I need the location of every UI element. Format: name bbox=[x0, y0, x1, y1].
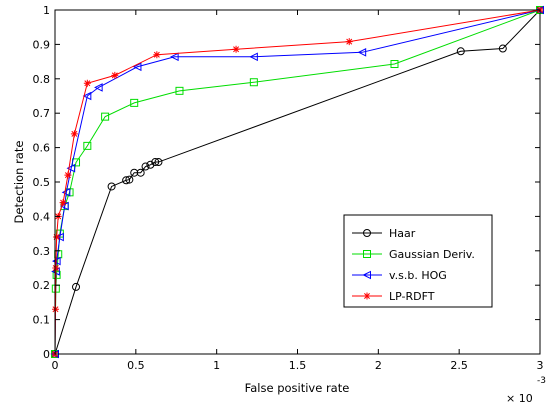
data-point-gaussian-deriv bbox=[83, 141, 92, 150]
legend-entry-v-s-b-hog: v.s.b. HOG bbox=[352, 269, 447, 282]
data-point-haar bbox=[146, 160, 155, 169]
data-point-haar bbox=[456, 47, 465, 56]
data-point-haar bbox=[154, 158, 163, 167]
data-point-gaussian-deriv bbox=[101, 112, 110, 121]
data-point-lp-rdft bbox=[232, 45, 240, 53]
data-point-gaussian-deriv bbox=[249, 78, 258, 87]
data-point-haar bbox=[498, 44, 507, 53]
series-line-v-s-b-hog bbox=[54, 9, 541, 355]
x-tick-label: 0 bbox=[52, 359, 59, 372]
legend-label-haar: Haar bbox=[389, 227, 416, 240]
data-point-v-s-b-hog bbox=[132, 62, 142, 72]
data-point-lp-rdft bbox=[52, 264, 60, 272]
y-tick-label: 0.3 bbox=[33, 245, 51, 258]
legend-entry-haar: Haar bbox=[352, 227, 416, 240]
y-tick-label: 0.5 bbox=[33, 176, 51, 189]
y-tick-label: 0 bbox=[43, 348, 50, 361]
ticks-layer: 0 0.5 1 1.5 2 2.5 3 0 0.1 0.2 0.3 0.4 0.5 0.6 0.7 0.8 0.… bbox=[33, 4, 544, 372]
x-tick-label: 1 bbox=[213, 359, 220, 372]
data-point-lp-rdft bbox=[64, 171, 72, 179]
y-tick-label: 0.6 bbox=[33, 142, 51, 155]
data-point-haar bbox=[151, 158, 160, 167]
data-point-lp-rdft bbox=[83, 79, 91, 87]
legend-marker-gaussian-deriv bbox=[363, 250, 371, 258]
x-multiplier-label: × 10 bbox=[506, 392, 533, 405]
y-tick-label: 0.1 bbox=[33, 314, 51, 327]
legend-marker-haar bbox=[363, 229, 371, 237]
legend-label-gaussian-deriv: Gaussian Deriv. bbox=[389, 248, 475, 261]
x-multiplier-exponent: -3 bbox=[537, 376, 546, 386]
x-tick-label: 2.5 bbox=[450, 359, 468, 372]
y-tick-label: 0.7 bbox=[33, 107, 51, 120]
data-point-v-s-b-hog bbox=[94, 83, 103, 92]
data-point-v-s-b-hog bbox=[357, 48, 367, 57]
data-point-lp-rdft bbox=[53, 233, 61, 241]
legend-entry-gaussian-deriv: Gaussian Deriv. bbox=[352, 248, 475, 261]
data-point-lp-rdft bbox=[70, 130, 78, 138]
data-point-lp-rdft bbox=[59, 199, 67, 207]
y-tick-label: 1 bbox=[43, 4, 50, 17]
legend-label-lp-rdft: LP-RDFT bbox=[389, 290, 435, 303]
data-point-lp-rdft bbox=[153, 51, 161, 59]
data-point-gaussian-deriv bbox=[390, 60, 399, 69]
data-point-gaussian-deriv bbox=[52, 270, 61, 279]
legend-marker-lp-rdft bbox=[363, 292, 371, 300]
data-point-haar bbox=[107, 182, 116, 191]
data-point-haar bbox=[72, 282, 81, 291]
legend-entry-lp-rdft: LP-RDFT bbox=[352, 290, 435, 303]
data-point-haar bbox=[122, 176, 131, 185]
data-point-v-s-b-hog bbox=[55, 232, 64, 242]
data-point-haar bbox=[130, 168, 139, 177]
data-point-haar bbox=[141, 162, 150, 171]
y-axis-label: Detection rate bbox=[12, 141, 26, 224]
data-point-v-s-b-hog bbox=[51, 256, 61, 266]
data-point-v-s-b-hog bbox=[66, 163, 76, 173]
y-tick-label: 0.8 bbox=[33, 73, 51, 86]
data-point-v-s-b-hog bbox=[170, 52, 179, 62]
data-point-v-s-b-hog bbox=[249, 52, 258, 62]
y-tick-label: 0.2 bbox=[33, 279, 51, 292]
x-axis-label: False positive rate bbox=[245, 381, 350, 395]
data-point-lp-rdft bbox=[345, 38, 353, 46]
data-point-haar bbox=[125, 175, 134, 184]
data-point-haar bbox=[136, 168, 145, 177]
legend-label-v-s-b-hog: v.s.b. HOG bbox=[389, 269, 447, 282]
series-layer bbox=[50, 5, 544, 359]
legend-marker-v-s-b-hog bbox=[362, 270, 371, 280]
x-tick-label: 1.5 bbox=[289, 359, 307, 372]
data-point-gaussian-deriv bbox=[175, 86, 184, 95]
x-tick-label: 3 bbox=[537, 359, 544, 372]
data-point-v-s-b-hog bbox=[61, 188, 71, 197]
data-point-v-s-b-hog bbox=[82, 91, 92, 101]
x-tick-label: 0.5 bbox=[127, 359, 145, 372]
x-tick-label: 2 bbox=[375, 359, 382, 372]
y-tick-label: 0.4 bbox=[33, 210, 51, 223]
data-point-lp-rdft bbox=[111, 71, 119, 79]
y-tick-label: 0.9 bbox=[33, 38, 51, 51]
data-point-gaussian-deriv bbox=[130, 98, 139, 107]
series-line-lp-rdft bbox=[54, 9, 541, 355]
legend: Haar Gaussian Deriv. v.s.b. HOG LP-RDFT bbox=[343, 214, 493, 308]
